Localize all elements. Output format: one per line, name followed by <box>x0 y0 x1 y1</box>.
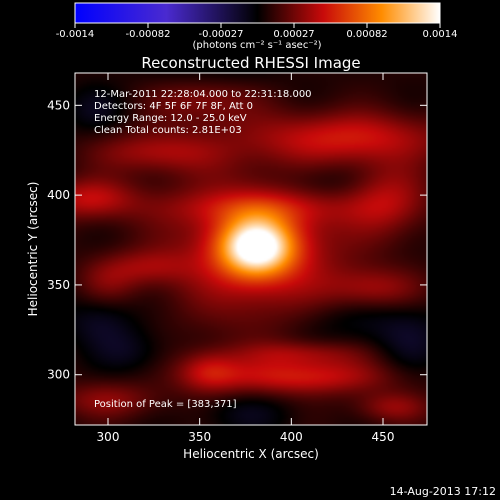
y-tick-label: 350 <box>47 278 70 292</box>
annotation-line: Energy Range: 12.0 - 25.0 keV <box>94 113 247 124</box>
peak-label: Position of Peak = [383,371] <box>94 399 237 410</box>
plot-frame <box>74 72 428 426</box>
plot-area: 300 350 400 450 300 350 400 450 12-Mar-2011 22:… <box>47 72 428 444</box>
colorbar-ticks: -0.0014 -0.00082 -0.00027 0.00027 0.00082 0.0… <box>56 23 458 40</box>
colorbar-tick-label: 0.0014 <box>423 29 458 40</box>
x-tick-label: 350 <box>188 430 211 444</box>
annotations: 12-Mar-2011 22:28:04.000 to 22:31:18.000… <box>94 89 312 136</box>
annotation-line: Detectors: 4F 5F 6F 7F 8F, Att 0 <box>94 101 253 112</box>
colorbar-tick-label: 0.00082 <box>346 29 387 40</box>
colorbar-tick-label: -0.00082 <box>126 29 171 40</box>
colorbar-label: (photons cm⁻² s⁻¹ asec⁻²) <box>192 40 321 51</box>
annotation-line: Clean Total counts: 2.81E+03 <box>94 125 242 136</box>
x-tick-label: 300 <box>97 430 120 444</box>
colorbar-tick-label: 0.00027 <box>273 29 314 40</box>
x-tick-label: 400 <box>280 430 303 444</box>
colorbar-frame <box>74 2 441 24</box>
x-axis-label: Heliocentric X (arcsec) <box>183 447 319 461</box>
axis-ticks: 300 350 400 450 300 350 400 450 <box>47 73 427 444</box>
y-tick-label: 300 <box>47 368 70 382</box>
footer-date: 14-Aug-2013 17:12 <box>389 485 496 498</box>
colorbar-gradient <box>75 3 440 23</box>
x-tick-label: 450 <box>372 430 395 444</box>
colorbar-tick-label: -0.00027 <box>199 29 244 40</box>
y-axis-label: Heliocentric Y (arcsec) <box>26 182 40 317</box>
annotation-line: 12-Mar-2011 22:28:04.000 to 22:31:18.000 <box>94 89 312 100</box>
chart-title: Reconstructed RHESSI Image <box>141 54 360 72</box>
y-tick-label: 450 <box>47 98 70 112</box>
y-tick-label: 400 <box>47 188 70 202</box>
heatmap-image <box>75 73 427 425</box>
colorbar-tick-label: -0.0014 <box>56 29 95 40</box>
colorbar: -0.0014 -0.00082 -0.00027 0.00027 0.00082 0.0… <box>56 2 458 51</box>
